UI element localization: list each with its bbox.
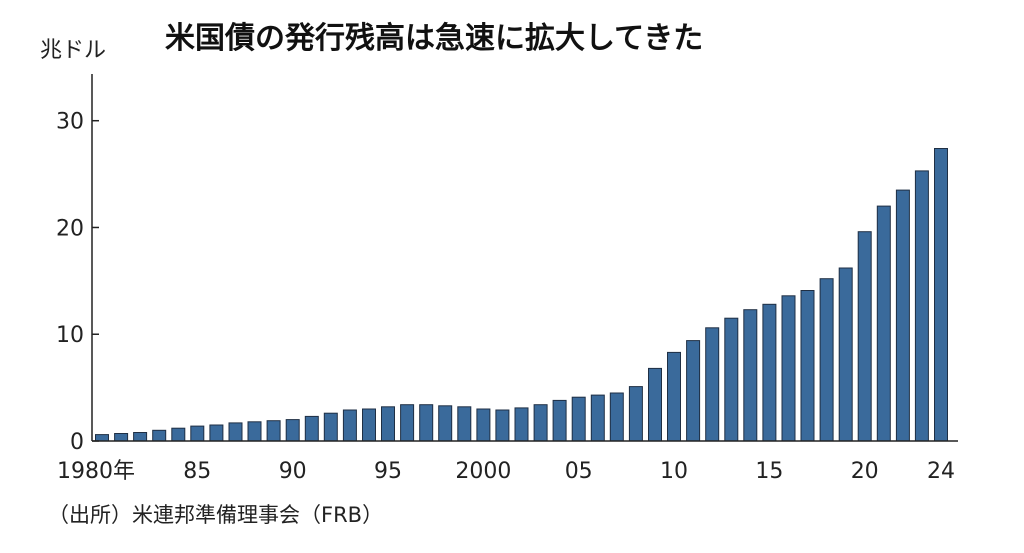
y-tick-label-20: 20: [56, 216, 84, 241]
bar-1997: [419, 404, 434, 442]
x-tick-label-1980: 1980年: [57, 459, 135, 484]
x-tick-label-2005: 05: [565, 459, 593, 484]
bar-2007: [609, 392, 624, 442]
bar-1988: [247, 421, 262, 442]
x-tick-label-2015: 15: [755, 459, 783, 484]
bar-1993: [342, 409, 357, 442]
bar-2002: [514, 407, 529, 442]
bar-2015: [762, 303, 777, 442]
bar-1982: [133, 432, 148, 442]
bar-2011: [686, 340, 701, 442]
x-tick-label-2024: 24: [927, 459, 955, 484]
bar-2023: [914, 170, 929, 442]
y-axis-unit-label: 兆ドル: [40, 38, 106, 63]
bar-1984: [171, 427, 186, 442]
bar-2009: [648, 367, 662, 442]
bar-1987: [228, 422, 243, 442]
x-tick-label-2020: 20: [851, 459, 879, 484]
y-tick-label-0: 0: [70, 430, 84, 455]
axes-group: [91, 74, 958, 442]
bar-1985: [190, 425, 205, 442]
bar-2017: [800, 290, 815, 442]
bar-2005: [571, 396, 586, 442]
bar-2021: [876, 205, 891, 442]
bar-2006: [590, 394, 605, 442]
bar-1999: [457, 406, 472, 442]
y-tick-label-10: 10: [56, 323, 84, 348]
x-tick-label-2000: 2000: [455, 459, 511, 484]
bar-2004: [552, 399, 567, 442]
bar-1989: [266, 420, 281, 442]
bar-2016: [781, 295, 796, 442]
x-ticks-group: 1980年 85 90 95 2000 05 10 15 20 24: [57, 459, 955, 484]
bar-1996: [400, 404, 415, 442]
bar-2013: [724, 317, 739, 442]
bar-2000: [476, 408, 491, 442]
bar-1983: [152, 429, 167, 442]
bar-2003: [533, 404, 548, 442]
x-tick-label-1990: 90: [279, 459, 307, 484]
bar-1990: [285, 419, 300, 442]
bar-2022: [895, 189, 910, 442]
bar-1995: [381, 406, 395, 442]
bar-1998: [438, 405, 453, 442]
source-note: （出所）米連邦準備理事会（FRB）: [48, 503, 383, 527]
bar-1980: [95, 434, 109, 442]
chart-title: 米国債の発行残高は急速に拡大してきた: [165, 21, 703, 56]
bar-1986: [209, 424, 224, 442]
bars-group: [95, 148, 948, 442]
bar-2024: [934, 148, 948, 442]
y-tick-label-30: 30: [56, 110, 84, 135]
bar-1994: [362, 408, 376, 442]
x-tick-label-1995: 95: [374, 459, 402, 484]
bar-2018: [819, 278, 834, 442]
bar-2010: [667, 351, 681, 442]
bar-2019: [838, 267, 853, 442]
bar-2014: [743, 309, 758, 442]
bar-2001: [495, 409, 510, 442]
bar-1991: [304, 415, 319, 442]
bar-2020: [857, 231, 872, 442]
x-tick-label-2010: 10: [660, 459, 688, 484]
bar-2012: [705, 327, 720, 442]
bar-2008: [628, 386, 643, 442]
bar-1992: [323, 412, 338, 442]
bar-1981: [114, 433, 129, 442]
y-ticks-group: 0 10 20 30: [56, 110, 99, 455]
x-tick-label-1985: 85: [183, 459, 211, 484]
